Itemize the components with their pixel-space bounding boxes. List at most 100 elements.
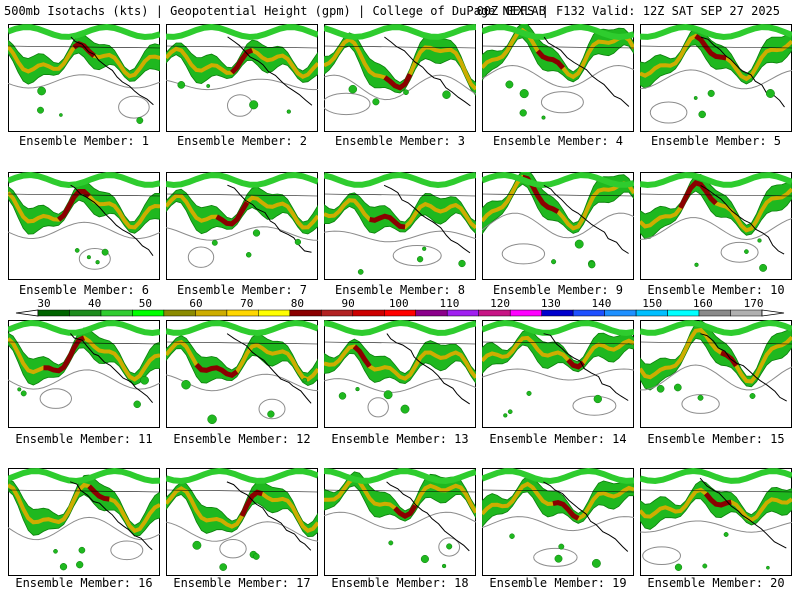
height-contour [166,78,318,91]
legend-tick-label: 130 [540,297,561,310]
isotach-blob [574,239,584,249]
isotach-blob [446,543,453,550]
isotach-blob [53,548,58,554]
closed-height-contour [501,243,546,265]
jet-core-yellow [640,180,792,233]
border-line [324,489,476,493]
legend-tick-label: 150 [642,297,663,310]
isotach-blob [526,390,532,396]
member-map-9 [482,172,634,280]
height-contour [482,64,634,88]
northern-jet-band [482,320,634,337]
legend-tick-label: 120 [490,297,511,310]
closed-height-contour [438,537,461,557]
border-line [324,45,476,49]
jet-core-yellow [482,335,634,370]
closed-height-contour [572,395,617,416]
isotach-blob [458,259,466,268]
height-contour [640,364,792,391]
northern-jet-band [640,172,792,189]
legend-swatch [509,309,542,317]
member-map-10 [640,172,792,280]
isotach-blob [519,109,527,117]
isotach-blob [591,558,601,568]
northern-jet-band [640,468,792,485]
legend-tick-label: 70 [240,297,254,310]
isotach-blob [181,379,191,390]
isotach-blob [723,532,729,537]
legend-swatch [635,309,668,317]
isotach-blob [76,561,84,569]
northern-jet-band [482,24,634,41]
height-contour [166,226,318,241]
member-map-1 [8,24,160,132]
height-contour [8,74,160,89]
coastline [700,333,787,402]
northern-jet-band [8,468,160,485]
map-frame [166,320,318,428]
jet-max-red [369,213,406,230]
jet-max-red [87,484,110,502]
legend-swatch [258,309,291,317]
isotach-blob [20,390,27,397]
member-label: Ensemble Member: 11 [15,432,153,446]
closed-height-contour [187,246,215,268]
jet-max-red [383,73,413,91]
header-title: 500mb Isotachs (kts) | Geopotential Heig… [4,4,546,18]
isotach-blob [509,533,515,539]
closed-height-contour [367,397,389,418]
member-label: Ensemble Member: 1 [18,134,150,148]
member-label: Ensemble Member: 19 [489,576,627,590]
legend-tick-label: 80 [290,297,305,310]
member-label: Ensemble Member: 13 [331,432,469,446]
jet-max-red [393,504,418,519]
legend-tick-label: 100 [388,297,409,310]
jet-stream-band [166,481,318,538]
northern-jet-band [324,320,476,337]
member-map-15 [640,320,792,428]
jet-max-red [694,33,727,61]
border-line [640,45,792,49]
member-map-13 [324,320,476,428]
jet-stream-band [8,34,160,85]
isotach-blob [219,563,228,571]
legend-swatch [541,309,574,317]
border-line [8,341,160,345]
height-contour [640,217,792,241]
chart-header: 500mb Isotachs (kts) | Geopotential Heig… [4,2,796,20]
closed-height-contour [642,546,681,565]
isotach-blob [252,553,260,560]
isotach-blob [136,117,144,124]
height-contour [324,230,476,243]
legend-swatch [289,309,322,317]
jet-max-red [352,344,372,368]
isotach-blob [593,394,602,404]
legend-swatch [163,309,196,317]
isotach-blob [674,563,683,571]
legend-swatch [195,309,228,317]
isotach-blob [74,248,80,253]
height-contour [324,511,476,530]
legend-swatch [37,309,70,317]
border-line [482,45,634,49]
border-line [324,193,476,197]
legend-swatch [572,309,605,317]
isotach-blob [133,400,141,409]
height-contour [482,516,634,532]
border-line [482,193,634,197]
member-map-18 [324,468,476,576]
isotach-blob [698,110,706,119]
closed-height-contour [540,91,584,114]
isotach-blob [37,86,46,96]
coastline [543,36,630,107]
legend-tick-label: 170 [743,297,764,310]
jet-max-red [194,362,239,379]
isotach-blob [766,565,770,570]
northern-jet-band [166,320,318,337]
isotach-blob [558,543,565,550]
jet-max-red [239,489,263,518]
isotach-blob [348,84,358,94]
jet-stream-band [8,180,160,235]
jet-stream-band [482,172,634,235]
